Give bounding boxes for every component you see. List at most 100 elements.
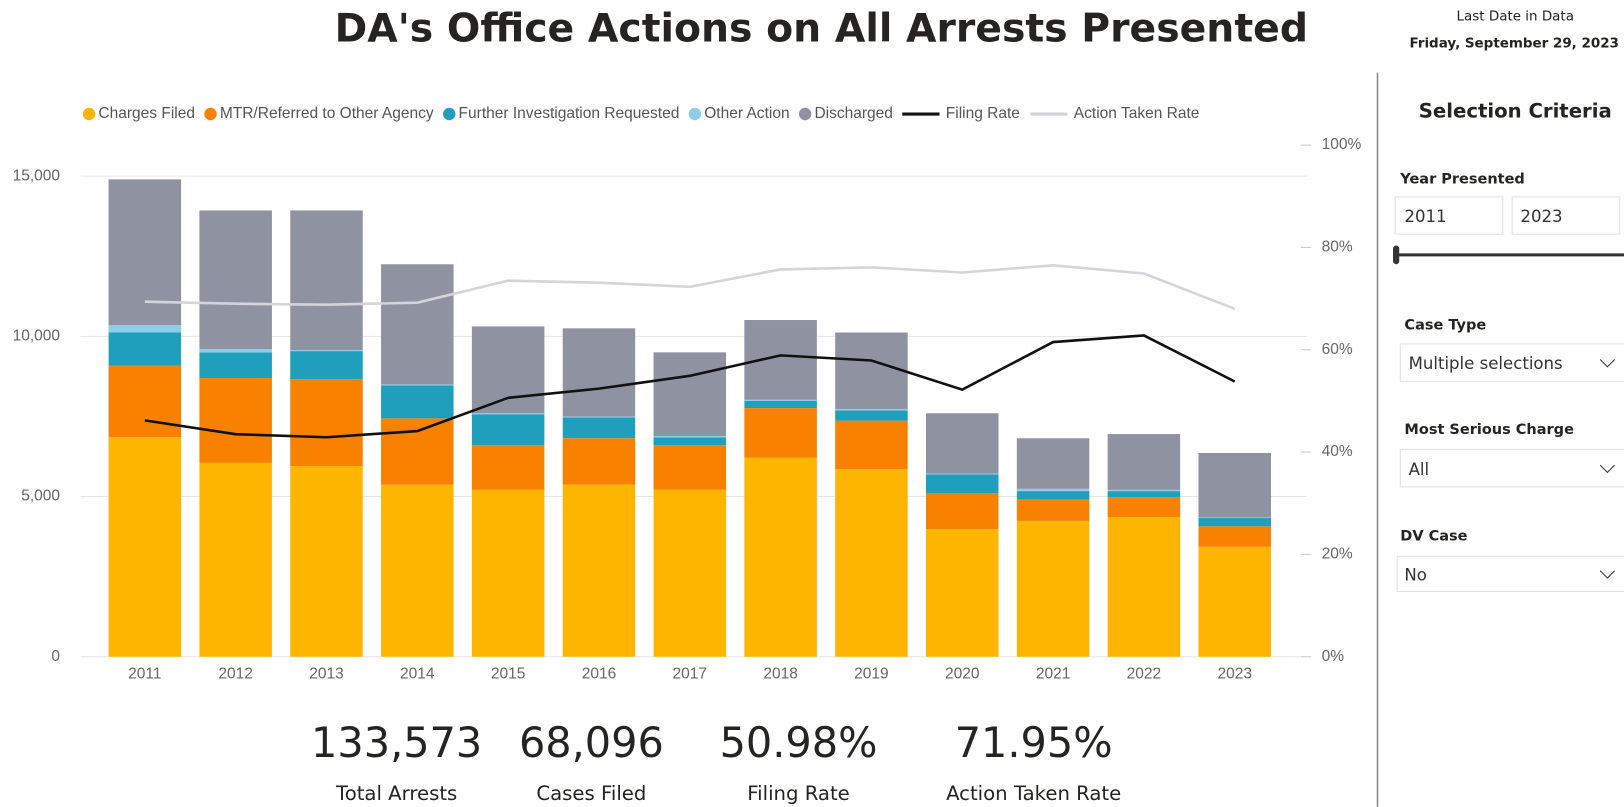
bar-segment (653, 352, 727, 436)
x-tick-label: 2016 (582, 665, 617, 682)
bar-segment (1107, 489, 1181, 492)
kpi-label: Total Arrests (335, 782, 457, 805)
title: DA's Office Actions on All Arrests Prese… (335, 6, 1308, 52)
y-tick-label: 15,000 (13, 167, 61, 184)
bar-segment (381, 418, 454, 485)
legend-label: Action Taken Rate (1074, 105, 1200, 122)
bar-segment (1198, 518, 1271, 527)
x-tick-label: 2021 (1036, 665, 1071, 682)
y2-tick-label: 100% (1322, 136, 1362, 153)
kpi-label: Action Taken Rate (946, 782, 1121, 805)
bar-segment (471, 489, 545, 657)
bar-segment (108, 332, 182, 366)
bar-segment (744, 399, 817, 401)
bar-segment (290, 351, 363, 380)
bar-segment (1016, 499, 1090, 521)
bar-segment (108, 325, 182, 333)
bar-segment (926, 529, 999, 657)
bar-segment (381, 484, 454, 657)
bar-segment (562, 417, 636, 439)
bar-segment (199, 352, 272, 379)
legend-label: Other Action (704, 105, 789, 122)
bar-segment (926, 473, 999, 475)
slider-handle[interactable] (1393, 245, 1400, 265)
kpi-value: 71.95% (955, 719, 1113, 767)
x-tick-label: 2019 (854, 665, 889, 682)
bar-segment (290, 350, 363, 352)
x-tick-label: 2012 (218, 665, 253, 682)
chevron (1599, 464, 1616, 474)
dv-value[interactable]: No (1404, 565, 1427, 584)
bar-segment (562, 484, 636, 657)
legend-label: MTR/Referred to Other Agency (220, 105, 434, 122)
charge-dropdown[interactable] (1399, 449, 1624, 488)
bar-segment (926, 413, 999, 474)
bar-segment (835, 410, 908, 421)
case-type-value[interactable]: Multiple selections (1409, 354, 1563, 373)
year-from-box[interactable] (1394, 196, 1504, 235)
y-tick-label: 5,000 (21, 488, 60, 505)
kpi-label: Filing Rate (747, 782, 850, 805)
filters-title: Selection Criteria (1419, 99, 1612, 122)
dv-dropdown[interactable] (1396, 555, 1624, 593)
bar-segment (381, 384, 454, 386)
bar-segment (471, 413, 545, 415)
bar-segment (1107, 491, 1181, 498)
year-from[interactable]: 2011 (1404, 207, 1446, 226)
bar-segment (1198, 546, 1271, 657)
legend-label: Charges Filed (98, 105, 195, 122)
bar-segment (199, 210, 272, 350)
charge-value[interactable]: All (1409, 460, 1430, 479)
bar-segment (199, 462, 272, 657)
y2-tick-label: 40% (1322, 443, 1353, 460)
x-tick-label: 2022 (1127, 665, 1162, 682)
case-type-dropdown[interactable] (1399, 343, 1624, 382)
kpi-value: 68,096 (519, 719, 664, 767)
x-tick-label: 2015 (491, 665, 526, 682)
legend-label: Discharged (814, 105, 892, 122)
bar-segment (562, 416, 636, 418)
year-to-box[interactable] (1511, 196, 1621, 235)
last-date: Friday, September 29, 2023 (1409, 37, 1618, 52)
x-tick-label: 2017 (673, 665, 708, 682)
year-to[interactable]: 2023 (1520, 207, 1562, 226)
bar-segment (835, 469, 908, 657)
bar-segment (290, 210, 363, 351)
bar-segment (926, 493, 999, 530)
bar-segment (744, 457, 817, 657)
filter-label: Most Serious Charge (1404, 422, 1574, 438)
legend-label: Further Investigation Requested (459, 105, 680, 122)
bar-segment (108, 365, 182, 438)
bar-segment (108, 179, 182, 326)
chevron (1599, 359, 1616, 368)
bar-segment (290, 379, 363, 467)
y2-tick-label: 80% (1322, 239, 1353, 256)
bar-segment (471, 445, 545, 490)
bar-segment (835, 409, 908, 411)
x-tick-label: 2011 (128, 665, 161, 682)
bar-segment (1016, 488, 1090, 492)
bar-segment (199, 378, 272, 463)
y-tick-label: 0 (51, 648, 60, 665)
bar-segment (1016, 520, 1090, 657)
bar-segment (835, 420, 908, 470)
bar-segment (381, 264, 454, 385)
bar-segment (1107, 517, 1181, 657)
legend-swatch (688, 107, 702, 121)
bar-segment (471, 414, 545, 446)
last-date-label: Last Date in Data (1457, 10, 1574, 25)
kpi-value: 133,573 (311, 719, 482, 767)
bar-segment (1107, 434, 1181, 490)
x-tick-label: 2014 (400, 665, 435, 682)
bar-segment (1016, 438, 1090, 489)
kpi-label: Cases Filed (536, 782, 646, 805)
y2-tick-label: 20% (1322, 546, 1353, 563)
filter-label: DV Case (1400, 529, 1467, 545)
bar-segment (1198, 526, 1271, 547)
bar-segment (1107, 497, 1181, 518)
filter-label: Year Presented (1399, 171, 1525, 187)
bar-segment (381, 385, 454, 419)
bar-segment (744, 400, 817, 409)
